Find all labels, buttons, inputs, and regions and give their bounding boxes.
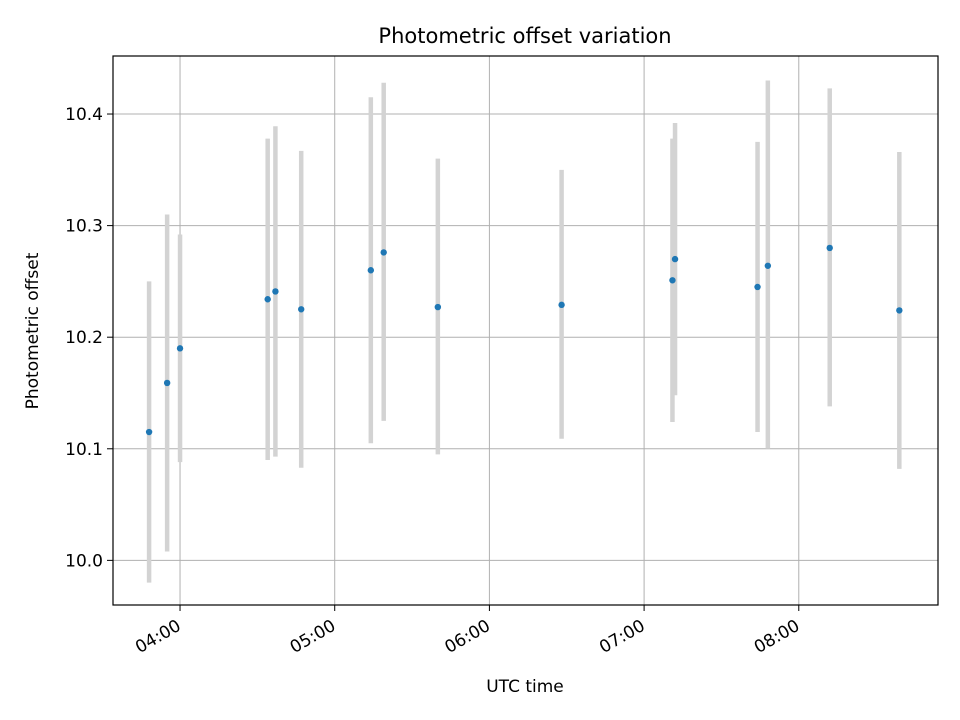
data-point bbox=[272, 288, 279, 295]
chart-title: Photometric offset variation bbox=[378, 24, 671, 48]
data-points bbox=[145, 244, 903, 436]
data-point bbox=[367, 267, 375, 274]
grid-lines bbox=[113, 56, 938, 605]
plot-frame bbox=[112, 55, 939, 606]
data-point bbox=[764, 262, 772, 269]
y-tick-label: 10.2 bbox=[65, 328, 103, 348]
data-point bbox=[434, 303, 442, 311]
data-point bbox=[145, 428, 153, 436]
y-tick-label: 10.3 bbox=[65, 217, 103, 237]
y-tick-label: 10.0 bbox=[65, 551, 103, 571]
x-axis-label: UTC time bbox=[486, 677, 564, 697]
y-tick-label: 10.4 bbox=[65, 105, 103, 125]
y-axis-label: Photometric offset bbox=[23, 252, 43, 409]
data-point bbox=[380, 249, 387, 256]
data-point bbox=[163, 379, 171, 387]
data-point bbox=[671, 255, 679, 263]
data-point bbox=[176, 345, 184, 352]
y-tick-label: 10.1 bbox=[65, 440, 103, 460]
plot-area bbox=[113, 56, 938, 605]
y-axis-ticks: 10.0 10.1 10.2 10.3 10.4 bbox=[65, 105, 113, 571]
data-point bbox=[264, 296, 271, 303]
data-point bbox=[896, 307, 903, 314]
data-point bbox=[558, 301, 565, 309]
data-point bbox=[298, 306, 305, 313]
data-point bbox=[669, 277, 676, 284]
data-point bbox=[754, 283, 761, 291]
data-point bbox=[826, 244, 833, 252]
